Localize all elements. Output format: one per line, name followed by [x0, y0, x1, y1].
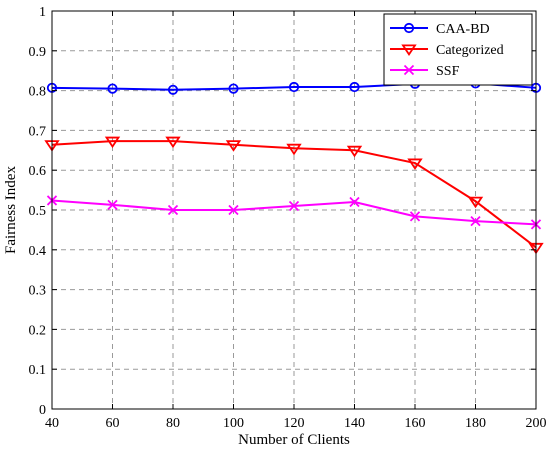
x-tick-label: 200 [526, 416, 547, 431]
data-point-caa-bd [349, 81, 360, 93]
data-point-ssf-stroke [228, 204, 239, 216]
y-tick-label: 0.9 [29, 45, 47, 60]
data-point-ssf-stroke [167, 204, 179, 216]
series-ssf [46, 195, 542, 230]
data-point-ssf-stroke [349, 196, 360, 208]
data-point-caa-bd [167, 84, 179, 95]
legend-item-caa-bd: CAA-BD [390, 22, 490, 37]
data-point-categorized [165, 136, 181, 149]
y-tick-label: 0 [39, 403, 46, 418]
data-point-ssf-stroke [409, 211, 421, 222]
data-point-categorized [346, 145, 363, 158]
legend-marker-ssf [403, 64, 415, 76]
y-tick-label: 0.8 [29, 85, 47, 100]
y-axis-label: Fairness Index [3, 166, 19, 254]
x-tick-label: 100 [223, 416, 244, 431]
y-tick-label: 0.5 [29, 204, 47, 219]
data-point-caa-bd [288, 81, 300, 93]
y-tick-label: 0.7 [29, 124, 47, 139]
y-tick-label: 0.1 [29, 363, 47, 378]
series-line-categorized [51, 140, 537, 249]
data-point-caa-bd [107, 83, 118, 94]
legend-marker-ssf-stroke [403, 64, 415, 76]
legend: CAA-BD Categorized SSF [383, 13, 533, 86]
data-point-ssf [470, 216, 481, 227]
y-tick-label: 0.6 [29, 164, 47, 179]
legend-marker-categorized [401, 44, 417, 57]
data-point-categorized [407, 158, 423, 171]
data-point-ssf [107, 199, 118, 210]
y-tick-label: 0.3 [29, 284, 47, 299]
x-tick-label: 120 [284, 416, 305, 431]
data-point-ssf-stroke [470, 216, 481, 227]
series-categorized [44, 136, 544, 255]
data-point-caa-bd [228, 83, 239, 94]
x-tick-label: 60 [106, 416, 120, 431]
legend-item-ssf: SSF [390, 64, 460, 79]
y-tick-label: 0.2 [29, 323, 47, 338]
y-tick-label: 0.4 [29, 244, 47, 259]
y-tick-label: 1 [39, 5, 46, 20]
data-point-ssf-stroke [107, 199, 118, 210]
legend-label-categorized: Categorized [436, 43, 504, 58]
data-point-categorized [467, 196, 484, 209]
x-tick-label: 140 [344, 416, 365, 431]
data-point-categorized [225, 140, 242, 152]
x-tick-label: 160 [405, 416, 426, 431]
x-tick-label: 180 [465, 416, 486, 431]
data-point-ssf [409, 211, 421, 222]
data-point-categorized [104, 136, 121, 149]
data-point-ssf-stroke [288, 200, 300, 212]
ticks: 40 60 80 100 120 140 160 180 200 0 0.1 0.2 0.3 0.4 0.5… [29, 5, 547, 431]
data-point-ssf [228, 204, 239, 216]
legend-item-categorized: Categorized [390, 43, 504, 58]
x-tick-label: 80 [166, 416, 180, 431]
legend-label-ssf: SSF [436, 64, 460, 79]
data-point-ssf [167, 204, 179, 216]
data-point-ssf [288, 200, 300, 212]
legend-marker-caa-bd [403, 22, 415, 34]
legend-label-caa-bd: CAA-BD [436, 22, 490, 37]
x-tick-label: 40 [45, 416, 59, 431]
x-axis-label: Number of Clients [238, 432, 350, 448]
data-point-ssf [349, 196, 360, 208]
data-point-categorized [286, 143, 302, 156]
